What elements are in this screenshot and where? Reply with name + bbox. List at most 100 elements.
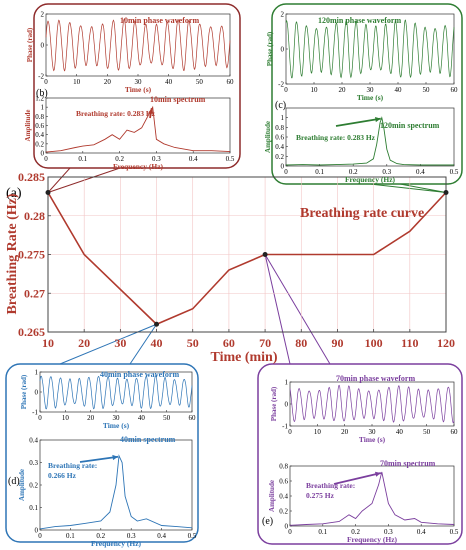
wave-40-line bbox=[39, 374, 193, 410]
wave-120-xtick-label: 40 bbox=[395, 86, 403, 94]
wave-120-xtick-label: 50 bbox=[423, 86, 431, 94]
spec-70-xtick-label: 0.3 bbox=[384, 528, 393, 536]
wave-70-xtick-label: 60 bbox=[451, 428, 459, 436]
spec-ylabel-40: Amplitude bbox=[18, 469, 26, 501]
peak-arrow-40 bbox=[79, 455, 119, 463]
data-point bbox=[443, 190, 449, 195]
wave-120-xtick-label: 60 bbox=[451, 86, 459, 94]
wave-70-xtick-label: 0 bbox=[288, 428, 292, 436]
spec-10-xtick-label: 0.2 bbox=[115, 155, 124, 163]
wave-70-line bbox=[289, 384, 455, 424]
panel-label-40: (d) bbox=[8, 476, 20, 487]
main-legend: Breathing rate curve bbox=[300, 206, 424, 221]
wave-120-xtick-label: 30 bbox=[367, 86, 375, 94]
spec-10-xtick-label: 0 bbox=[44, 155, 48, 163]
inset-40min: 0 10 20 30 40 50 60-101 40min phase waveformTim… bbox=[8, 369, 197, 549]
spec-40-line bbox=[39, 454, 193, 530]
spec-120-xtick-label: 0.1 bbox=[315, 168, 324, 176]
spec-120-xtick-label: 0.4 bbox=[416, 168, 425, 176]
spec-10-xtick-label: 0.5 bbox=[226, 155, 235, 163]
spec-70-ytick-label: 0.8 bbox=[279, 463, 288, 471]
x-tick-label: 110 bbox=[401, 336, 418, 350]
x-tick-label: 120 bbox=[437, 336, 455, 350]
wave-40-xtick-label: 20 bbox=[87, 414, 95, 422]
main-panel-label: (a) bbox=[6, 186, 22, 201]
x-tick-label: 30 bbox=[114, 336, 126, 350]
wave-120-xtick-label: 0 bbox=[284, 86, 288, 94]
spec-70-ytick-label: 0 bbox=[285, 523, 289, 531]
wave-70-ytick-label: 1 bbox=[285, 379, 289, 387]
spec-xlabel-120: Frequency (Hz) bbox=[345, 175, 396, 184]
wave-40-xtick-label: 10 bbox=[62, 414, 70, 422]
spec-ylabel-120: Amplitude bbox=[264, 121, 272, 153]
spec-10-ytick-label: 1 bbox=[41, 104, 45, 112]
wave-40-xtick-label: 0 bbox=[38, 414, 42, 422]
spec-70-xtick-label: 0.5 bbox=[450, 528, 459, 536]
inset-frame-40min bbox=[5, 363, 199, 543]
annotation-line2-70: 0.275 Hz bbox=[306, 491, 335, 500]
wave-10-xtick-label: 40 bbox=[165, 78, 173, 86]
y-tick-label: 0.265 bbox=[18, 325, 45, 339]
wave-120-xtick-label: 20 bbox=[339, 86, 347, 94]
wave-xlabel-40: Time (s) bbox=[103, 421, 130, 430]
spec-xlabel-10: Frequency (Hz) bbox=[113, 162, 164, 171]
spec-70-ytick-label: 0.2 bbox=[279, 508, 288, 516]
y-tick-label: 0.27 bbox=[24, 286, 45, 300]
spec-40-xtick-label: 0.5 bbox=[188, 532, 197, 540]
spec-70-xtick-label: 0 bbox=[288, 528, 292, 536]
wave-10-ytick-label: -2 bbox=[38, 73, 44, 81]
spec-120-ytick-label: 0.4 bbox=[275, 143, 284, 151]
annotation-line1-40: Breathing rate: bbox=[48, 461, 97, 470]
wave-70-ytick-label: -1 bbox=[282, 423, 288, 431]
spec-70-ytick-label: 0.6 bbox=[279, 478, 288, 486]
spec-title-70: 70min spectrum bbox=[380, 459, 436, 468]
spec-40-ytick-label: 0 bbox=[35, 527, 39, 535]
spec-title-40: 40min spectrum bbox=[120, 435, 176, 444]
spec-70-xtick-label: 0.2 bbox=[351, 528, 360, 536]
x-tick-label: 50 bbox=[187, 336, 199, 350]
annotation-line1-70: Breathing rate: bbox=[306, 481, 355, 490]
peak-arrow-70 bbox=[333, 472, 382, 485]
wave-120-ytick-label: 2 bbox=[281, 11, 285, 19]
spec-120-line bbox=[285, 116, 454, 166]
spec-10-ytick-label: 0.4 bbox=[35, 131, 44, 139]
inset-70min: 0 10 20 30 40 50 60-101 70min phase waveformTim… bbox=[262, 374, 459, 544]
breathing-rate-line bbox=[47, 191, 447, 326]
main-points bbox=[45, 190, 449, 327]
x-tick-label: 40 bbox=[151, 336, 163, 350]
annotation-line2-40: 0.266 Hz bbox=[48, 471, 77, 480]
wave-10-xtick-label: 20 bbox=[104, 78, 112, 86]
peak-arrow-120 bbox=[335, 117, 381, 127]
spec-40-xtick-label: 0.4 bbox=[157, 532, 166, 540]
data-point bbox=[262, 252, 268, 257]
wave-40-xtick-label: 60 bbox=[189, 414, 197, 422]
spec-70-line bbox=[289, 471, 455, 526]
spec-40-ytick-label: 0.2 bbox=[29, 482, 38, 490]
wave-40-xtick-label: 30 bbox=[113, 414, 121, 422]
x-tick-label: 100 bbox=[365, 336, 383, 350]
panel-label-120: (c) bbox=[275, 100, 286, 111]
wave-10-line bbox=[45, 18, 231, 72]
wave-70-xtick-label: 10 bbox=[314, 428, 322, 436]
spec-40-xtick-label: 0 bbox=[38, 532, 42, 540]
spec-ylabel-10: Amplitude bbox=[24, 110, 32, 142]
spec-70-xtick-label: 0.1 bbox=[318, 528, 327, 536]
x-tick-label: 10 bbox=[42, 336, 54, 350]
wave-40-xtick-label: 40 bbox=[138, 414, 146, 422]
spec-40-ytick-label: 0.1 bbox=[29, 504, 38, 512]
spec-70-ytick-label: 0.4 bbox=[279, 493, 288, 501]
main-chart: 10 20 30 40 50 60 70 80 90 100 110 120 0.265 0.27 0.27… bbox=[5, 170, 455, 365]
wave-120-ytick-label: 0 bbox=[281, 46, 285, 54]
x-tick-label: 70 bbox=[259, 336, 271, 350]
peak-arrow-70-head bbox=[374, 471, 381, 477]
spec-10-ytick-label: 0.8 bbox=[35, 113, 44, 121]
wave-40-ytick-label: 0 bbox=[35, 389, 39, 397]
callout-120min bbox=[369, 183, 447, 193]
spec-xlabel-40: Frequency (Hz) bbox=[91, 539, 142, 548]
main-ticks: 10 20 30 40 50 60 70 80 90 100 110 120 0.265 0.27 0.27… bbox=[18, 170, 455, 350]
wave-10-ytick-label: 0 bbox=[41, 42, 45, 50]
spec-title-120: 120min spectrum bbox=[380, 121, 440, 130]
panel-label-70: (e) bbox=[262, 516, 273, 527]
annotation-120: Breathing rate: 0.283 Hz bbox=[296, 133, 376, 142]
